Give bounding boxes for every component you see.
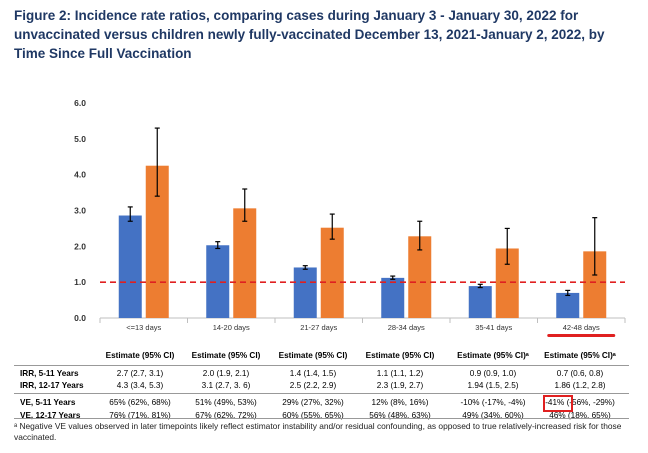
- bar-12-17: [583, 251, 607, 318]
- table-row-label: IRR, 12-17 Years: [20, 381, 84, 390]
- y-tick-label: 0.0: [74, 313, 86, 323]
- x-tick-label: 35-41 days: [475, 323, 512, 332]
- table-cell: 1.86 (1.2, 2.8): [554, 381, 606, 390]
- table-cell: 67% (62%, 72%): [195, 411, 257, 420]
- table-cell: 49% (34%, 60%): [462, 411, 524, 420]
- table-cell: 4.3 (3.4, 5.3): [116, 381, 164, 390]
- bar-5-11: [468, 286, 492, 318]
- y-tick-label: 1.0: [74, 277, 86, 287]
- table-header: Estimate (95% CI)ᵃ: [544, 351, 616, 360]
- highlight-box: [543, 395, 573, 412]
- table-cell: 2.7 (2.7, 3.1): [116, 369, 164, 378]
- x-tick-label: <=13 days: [126, 323, 161, 332]
- x-tick-label: 21-27 days: [300, 323, 337, 332]
- footnote: ᵃ Negative VE values observed in later t…: [14, 421, 622, 442]
- y-tick-label: 5.0: [74, 134, 86, 144]
- bar-12-17: [320, 227, 344, 318]
- bar-chart: 0.0 1.0 2.0 3.0 4.0 5.0 6.0 <=13 days 14-20 days…: [74, 98, 626, 337]
- table-cell: 3.1 (2.7, 3. 6): [201, 381, 251, 390]
- table-cell: -41% (-56%, -29%): [545, 398, 615, 407]
- table-cell: 76% (71%, 81%): [109, 411, 171, 420]
- x-tick-label: 28-34 days: [388, 323, 425, 332]
- table-cell: 56% (48%, 63%): [369, 411, 431, 420]
- table-row-label: VE, 12-17 Years: [20, 411, 81, 420]
- table-header: Estimate (95% CI): [105, 351, 175, 360]
- table-row-label: IRR, 5-11 Years: [20, 369, 79, 378]
- table-header: Estimate (95% CI): [191, 351, 261, 360]
- y-tick-label: 3.0: [74, 206, 86, 216]
- bar-12-17: [495, 248, 519, 318]
- table-cell: 12% (8%, 16%): [371, 398, 429, 407]
- bar-12-17: [233, 208, 257, 318]
- table-cell: 65% (62%, 68%): [109, 398, 171, 407]
- table-divider: [14, 365, 629, 366]
- bar-5-11: [293, 267, 317, 318]
- table-cell: 29% (27%, 32%): [282, 398, 344, 407]
- table-divider: [14, 393, 629, 394]
- table-header: Estimate (95% CI)ᵃ: [457, 351, 529, 360]
- y-tick-label: 2.0: [74, 241, 86, 251]
- table-cell: 2.5 (2.2, 2.9): [289, 381, 337, 390]
- x-tick-label: 42-48 days: [563, 323, 600, 332]
- table-cell: 1.1 (1.1, 1.2): [376, 369, 424, 378]
- bar-5-11: [118, 215, 142, 318]
- table-cell: -10% (-17%, -4%): [460, 398, 526, 407]
- x-tick-label: 14-20 days: [213, 323, 250, 332]
- figure-title: Figure 2: Incidence rate ratios, compari…: [14, 8, 605, 61]
- table-header: Estimate (95% CI): [278, 351, 348, 360]
- y-tick-label: 6.0: [74, 98, 86, 108]
- bar-5-11: [556, 292, 580, 318]
- table-cell: 2.0 (1.9, 2.1): [202, 369, 250, 378]
- y-tick-label: 4.0: [74, 170, 86, 180]
- table-header: Estimate (95% CI): [365, 351, 435, 360]
- table-cell: 0.7 (0.6, 0.8): [556, 369, 604, 378]
- bar-12-17: [145, 165, 169, 318]
- table-cell: 60% (55%, 65%): [282, 411, 344, 420]
- bar-12-17: [408, 236, 432, 318]
- table-divider: [14, 418, 629, 419]
- bar-5-11: [381, 277, 405, 318]
- highlight-underline: [547, 334, 616, 337]
- table-cell: 46% (18%, 65%): [549, 411, 611, 420]
- table-cell: 2.3 (1.9, 2.7): [376, 381, 424, 390]
- table-cell: 51% (49%, 53%): [195, 398, 257, 407]
- table-cell: 1.4 (1.4, 1.5): [289, 369, 337, 378]
- table-row-label: VE, 5-11 Years: [20, 398, 76, 407]
- table-cell: 1.94 (1.5, 2.5): [467, 381, 519, 390]
- bar-5-11: [206, 245, 230, 318]
- table-cell: 0.9 (0.9, 1.0): [469, 369, 517, 378]
